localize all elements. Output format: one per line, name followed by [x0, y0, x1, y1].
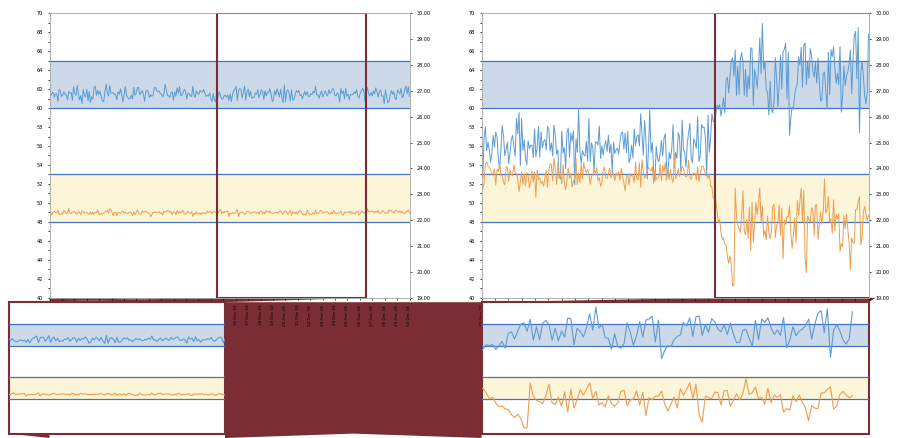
Bar [482, 60, 868, 108]
Bar [217, 13, 366, 298]
Bar [50, 174, 410, 222]
Bar [9, 377, 225, 399]
Bar [482, 377, 868, 399]
Legend: RH, Temp: RH, Temp [543, 352, 615, 363]
Bar [9, 324, 225, 346]
Bar [482, 324, 868, 346]
Bar [50, 60, 410, 108]
Legend: RH, Temp: RH, Temp [106, 352, 179, 363]
Bar [715, 13, 875, 298]
Bar [482, 174, 868, 222]
